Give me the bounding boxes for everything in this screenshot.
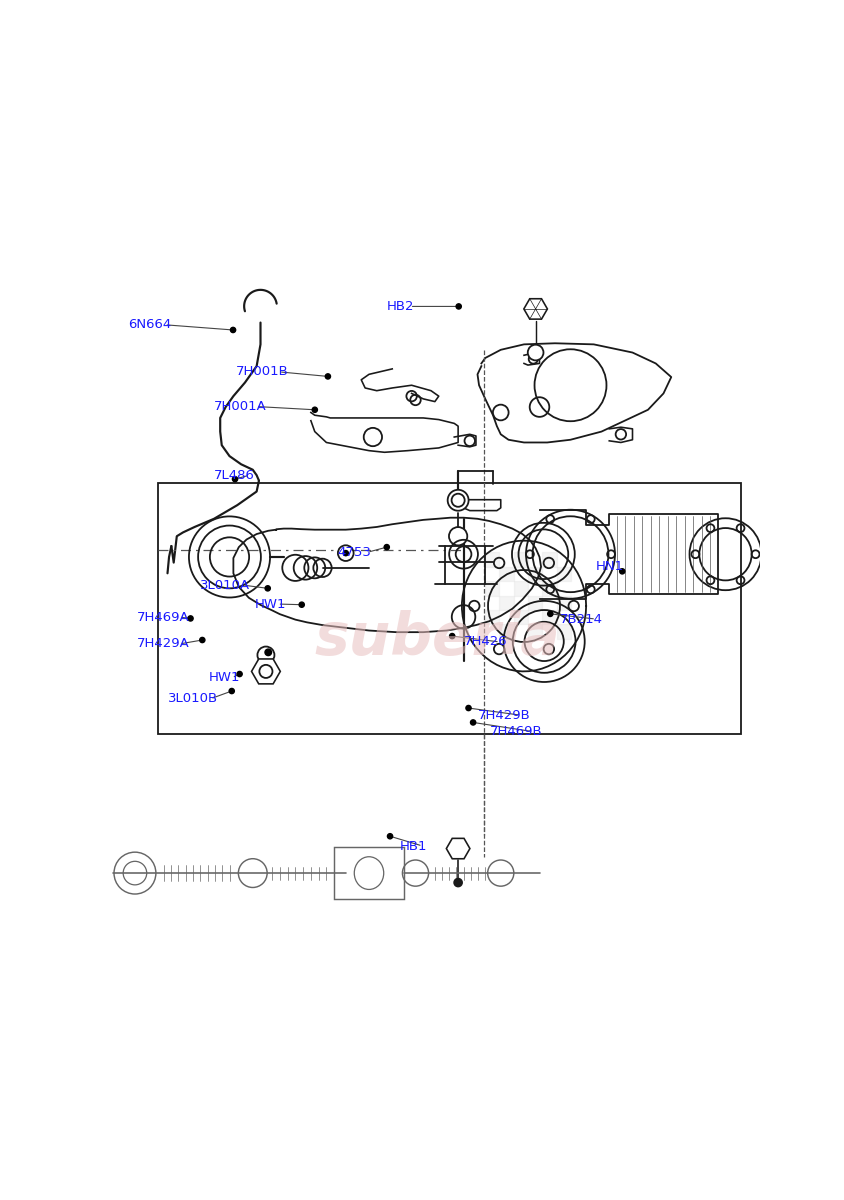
Text: 7H469B: 7H469B bbox=[490, 725, 543, 738]
Bar bbox=[514, 552, 528, 566]
Text: 7H429B: 7H429B bbox=[479, 709, 531, 721]
Circle shape bbox=[470, 720, 476, 725]
Text: 7L486: 7L486 bbox=[214, 469, 254, 481]
Bar bbox=[557, 566, 571, 581]
Circle shape bbox=[528, 344, 544, 360]
Text: HW1: HW1 bbox=[255, 598, 286, 611]
Bar bbox=[484, 610, 500, 624]
Polygon shape bbox=[446, 839, 470, 859]
Bar bbox=[514, 610, 528, 624]
Text: 7H469A: 7H469A bbox=[137, 611, 190, 624]
Bar bbox=[484, 581, 500, 595]
Bar bbox=[500, 566, 514, 581]
Text: 7H001A: 7H001A bbox=[214, 400, 266, 413]
Text: 7H426: 7H426 bbox=[464, 636, 507, 648]
Circle shape bbox=[387, 834, 392, 839]
Circle shape bbox=[384, 545, 389, 550]
Circle shape bbox=[338, 545, 354, 560]
Bar bbox=[528, 624, 543, 638]
Bar bbox=[158, 484, 741, 734]
Circle shape bbox=[466, 706, 471, 710]
Circle shape bbox=[229, 689, 235, 694]
Circle shape bbox=[312, 407, 317, 413]
Circle shape bbox=[232, 476, 238, 481]
Circle shape bbox=[265, 649, 272, 655]
Circle shape bbox=[619, 569, 625, 574]
Text: 3L010B: 3L010B bbox=[168, 692, 218, 706]
Circle shape bbox=[265, 586, 270, 590]
Circle shape bbox=[325, 373, 331, 379]
Text: suberia: suberia bbox=[315, 611, 560, 667]
Bar bbox=[543, 552, 557, 566]
Circle shape bbox=[456, 304, 462, 310]
Bar bbox=[557, 624, 571, 638]
Circle shape bbox=[344, 551, 349, 556]
Text: 7H001B: 7H001B bbox=[236, 365, 289, 378]
Text: 4753: 4753 bbox=[338, 546, 371, 559]
Circle shape bbox=[230, 328, 235, 332]
Text: HB1: HB1 bbox=[400, 840, 427, 852]
Text: HN1: HN1 bbox=[596, 560, 625, 574]
Circle shape bbox=[200, 637, 205, 643]
Circle shape bbox=[299, 602, 305, 607]
Circle shape bbox=[449, 527, 468, 545]
Bar bbox=[514, 581, 528, 595]
Circle shape bbox=[450, 634, 455, 638]
Polygon shape bbox=[524, 299, 548, 319]
Text: 3L010A: 3L010A bbox=[200, 578, 251, 592]
Circle shape bbox=[237, 672, 242, 677]
Circle shape bbox=[454, 878, 462, 887]
Circle shape bbox=[188, 616, 193, 622]
Bar bbox=[334, 847, 404, 899]
Bar bbox=[500, 595, 514, 610]
Circle shape bbox=[447, 490, 468, 511]
Bar bbox=[543, 581, 557, 595]
Bar bbox=[543, 610, 557, 624]
Bar bbox=[528, 566, 543, 581]
Bar bbox=[557, 595, 571, 610]
Text: HB2: HB2 bbox=[387, 300, 414, 313]
Bar bbox=[484, 552, 500, 566]
Bar bbox=[528, 595, 543, 610]
Polygon shape bbox=[252, 659, 280, 684]
Text: 7B214: 7B214 bbox=[560, 612, 603, 625]
Bar bbox=[500, 624, 514, 638]
Text: 7H429A: 7H429A bbox=[137, 637, 190, 650]
Text: 6N664: 6N664 bbox=[128, 318, 171, 331]
Text: HW1: HW1 bbox=[208, 672, 241, 684]
Circle shape bbox=[548, 611, 553, 617]
